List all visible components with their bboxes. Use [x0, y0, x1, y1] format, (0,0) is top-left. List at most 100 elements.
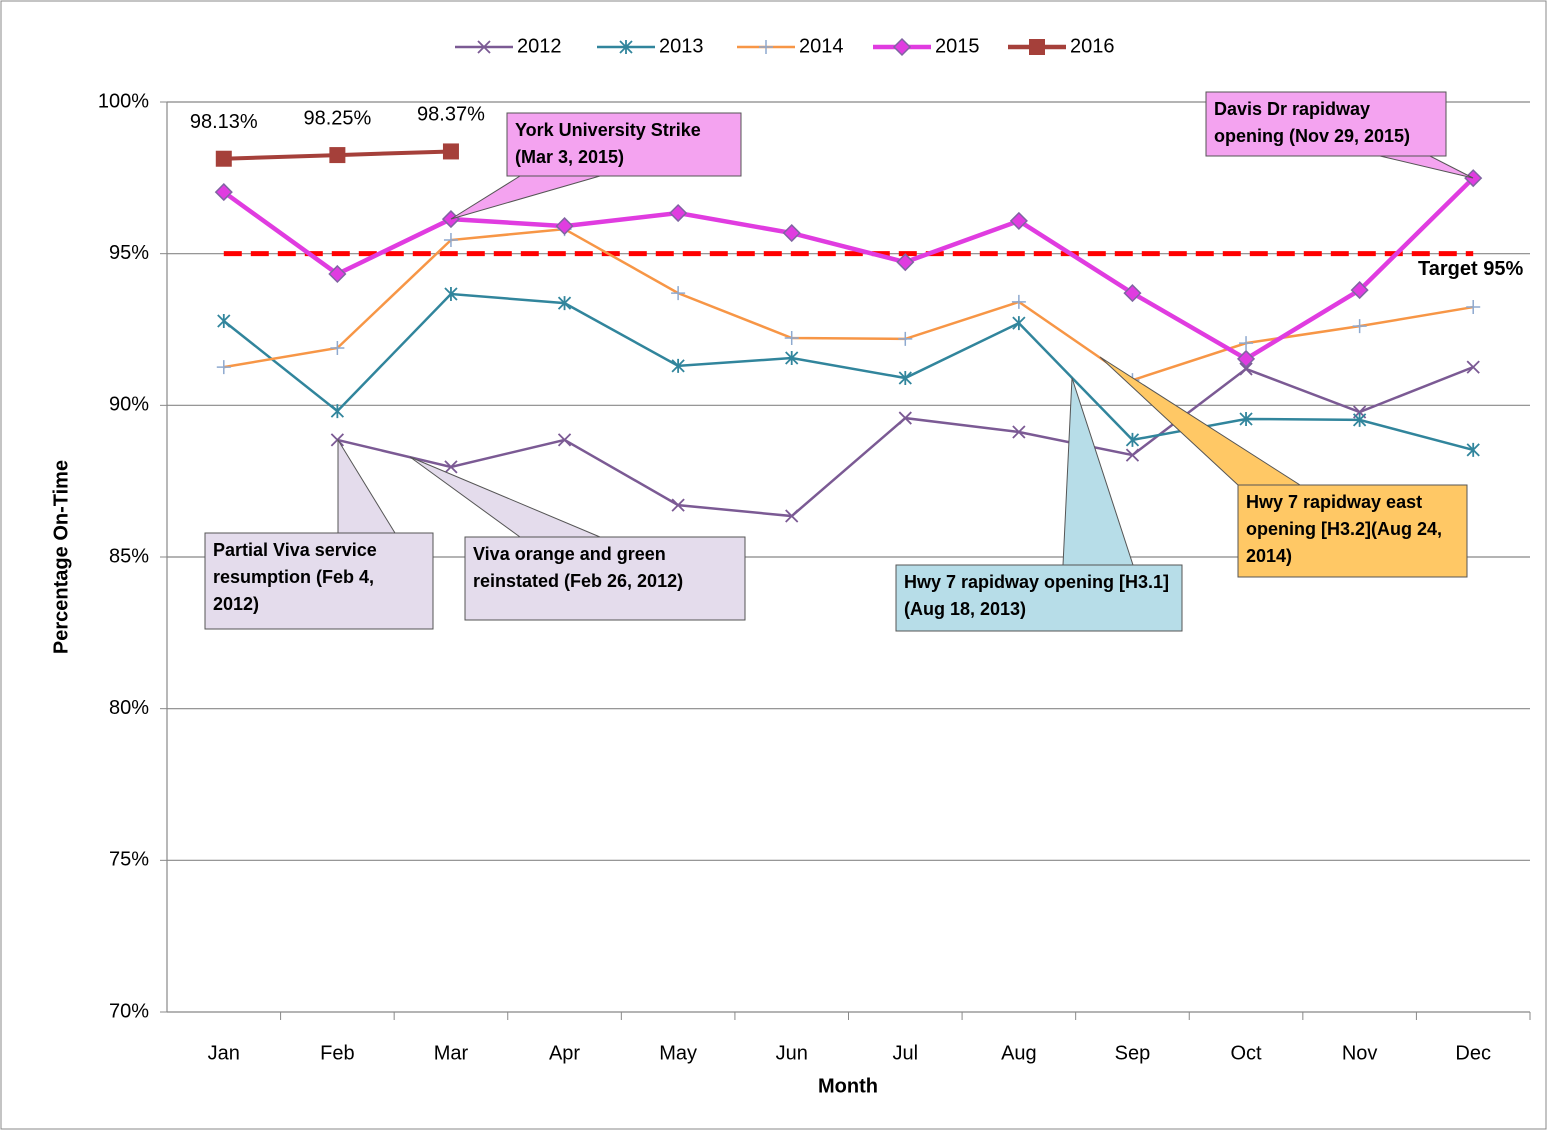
callout-seam — [1064, 566, 1132, 569]
x-tick-label: Jan — [208, 1042, 240, 1064]
marker — [892, 37, 912, 57]
series-line — [223, 227, 1474, 382]
y-tick-label: 70% — [109, 1000, 149, 1022]
marker — [619, 40, 633, 54]
y-tick-label: 80% — [109, 697, 149, 719]
x-tick-label: Feb — [320, 1042, 354, 1064]
callout-text: Hwy 7 rapidway opening [H3.1](Aug 18, 20… — [904, 572, 1170, 619]
callout-text: Viva orange and green reinstated (Feb 26… — [473, 544, 684, 591]
marker — [444, 287, 458, 302]
marker — [1009, 211, 1028, 230]
callout-seam — [521, 538, 599, 541]
marker — [898, 411, 912, 425]
callout-box — [464, 536, 746, 621]
marker — [896, 253, 915, 272]
marker — [1012, 425, 1026, 439]
marker — [898, 331, 913, 346]
marker — [557, 296, 572, 311]
y-tick-label: 95% — [109, 242, 149, 264]
marker — [557, 433, 572, 447]
marker — [784, 330, 799, 345]
marker — [1466, 360, 1480, 374]
marker — [1239, 411, 1253, 426]
x-tick-label: Jul — [893, 1042, 919, 1064]
marker — [215, 150, 232, 167]
x-tick-label: Mar — [434, 1042, 469, 1064]
marker — [477, 40, 491, 54]
callout-box — [1205, 91, 1447, 157]
y-tick-label: 100% — [98, 90, 149, 112]
data-label: 98.25% — [303, 107, 371, 129]
marker — [1239, 362, 1253, 376]
marker — [898, 371, 912, 386]
marker — [671, 358, 685, 373]
data-label: 98.13% — [190, 111, 258, 133]
marker — [330, 433, 345, 447]
callout-seam — [339, 534, 394, 537]
callout-box — [204, 532, 434, 630]
callout-box — [895, 564, 1183, 632]
marker — [444, 460, 458, 474]
marker — [216, 360, 231, 375]
marker — [329, 147, 346, 164]
x-tick-label: Oct — [1230, 1042, 1262, 1064]
x-tick-label: Dec — [1455, 1042, 1491, 1064]
marker — [1011, 294, 1026, 309]
marker — [443, 233, 458, 248]
series-line — [222, 176, 1475, 362]
marker — [785, 351, 799, 366]
callout-text: Partial Viva service resumption (Feb 4, … — [213, 540, 377, 614]
target-label: Target 95% — [1418, 258, 1523, 280]
marker — [328, 264, 347, 284]
x-tick-label: May — [659, 1042, 697, 1064]
marker — [330, 341, 345, 356]
callout-seam — [1381, 93, 1429, 96]
marker — [1350, 281, 1369, 300]
callout-seam — [1239, 486, 1299, 489]
x-tick-label: Sep — [1115, 1042, 1151, 1064]
marker — [671, 286, 686, 301]
marker — [1125, 448, 1140, 462]
marker — [671, 498, 685, 512]
data-label: 98.37% — [417, 104, 485, 126]
callout-text: Hwy 7 rapidway east opening [H3.2](Aug 2… — [1246, 492, 1443, 566]
callout-box — [506, 112, 742, 177]
x-tick-label: Aug — [1001, 1042, 1037, 1064]
callout-text: Davis Dr rapidway opening (Nov 29, 2015) — [1214, 99, 1411, 146]
marker — [1012, 316, 1026, 331]
y-axis-title: Percentage On-Time — [50, 460, 72, 654]
marker — [1239, 336, 1254, 351]
marker — [785, 509, 799, 523]
legend-label: 2016 — [1070, 35, 1115, 57]
marker — [214, 183, 233, 202]
y-tick-label: 90% — [109, 394, 149, 416]
marker — [330, 404, 345, 419]
marker — [442, 143, 459, 160]
marker — [1466, 300, 1481, 315]
marker — [759, 40, 773, 54]
callout-text: York University Strike (Mar 3, 2015) — [515, 120, 701, 167]
y-tick-label: 85% — [109, 545, 149, 567]
marker — [1352, 319, 1367, 334]
x-tick-label: Nov — [1342, 1042, 1378, 1064]
marker — [1029, 39, 1045, 55]
callout-box — [1237, 484, 1468, 578]
marker — [1466, 442, 1480, 457]
legend-label: 2012 — [517, 35, 562, 57]
callout-seam — [521, 114, 599, 117]
marker — [1352, 412, 1367, 427]
legend-label: 2015 — [935, 35, 980, 57]
marker — [669, 203, 688, 223]
marker — [1125, 432, 1140, 447]
marker — [1123, 284, 1142, 303]
series-line — [223, 292, 1474, 452]
x-tick-label: Apr — [549, 1042, 580, 1064]
x-axis-title: Month — [818, 1075, 878, 1097]
x-tick-label: Jun — [776, 1042, 808, 1064]
marker — [782, 223, 801, 243]
marker — [217, 314, 231, 329]
legend-label: 2013 — [659, 35, 704, 57]
legend-label: 2014 — [799, 35, 844, 57]
